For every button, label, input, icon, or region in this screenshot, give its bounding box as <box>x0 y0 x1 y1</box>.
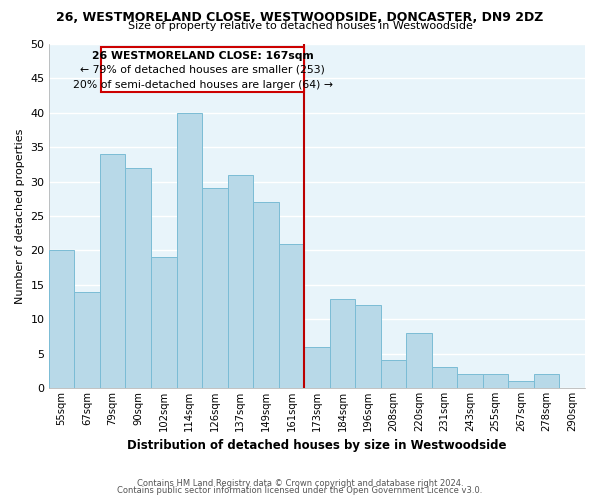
Bar <box>125 168 151 388</box>
Bar <box>406 333 432 388</box>
Bar <box>151 258 176 388</box>
Bar <box>483 374 508 388</box>
Bar <box>74 292 100 388</box>
Text: 26 WESTMORELAND CLOSE: 167sqm: 26 WESTMORELAND CLOSE: 167sqm <box>92 50 314 60</box>
Bar <box>202 188 227 388</box>
Bar <box>304 346 329 388</box>
X-axis label: Distribution of detached houses by size in Westwoodside: Distribution of detached houses by size … <box>127 440 506 452</box>
Text: Size of property relative to detached houses in Westwoodside: Size of property relative to detached ho… <box>128 21 472 31</box>
Bar <box>457 374 483 388</box>
Bar <box>100 154 125 388</box>
Y-axis label: Number of detached properties: Number of detached properties <box>15 128 25 304</box>
Bar <box>49 250 74 388</box>
Bar <box>432 368 457 388</box>
Bar <box>227 174 253 388</box>
Bar <box>176 113 202 388</box>
Text: Contains public sector information licensed under the Open Government Licence v3: Contains public sector information licen… <box>118 486 482 495</box>
Bar <box>329 298 355 388</box>
Bar <box>534 374 559 388</box>
Text: Contains HM Land Registry data © Crown copyright and database right 2024.: Contains HM Land Registry data © Crown c… <box>137 478 463 488</box>
Text: ← 79% of detached houses are smaller (253): ← 79% of detached houses are smaller (25… <box>80 64 325 74</box>
Bar <box>508 381 534 388</box>
FancyBboxPatch shape <box>101 48 304 92</box>
Bar <box>253 202 278 388</box>
Text: 20% of semi-detached houses are larger (64) →: 20% of semi-detached houses are larger (… <box>73 80 332 90</box>
Bar <box>355 306 381 388</box>
Bar <box>381 360 406 388</box>
Text: 26, WESTMORELAND CLOSE, WESTWOODSIDE, DONCASTER, DN9 2DZ: 26, WESTMORELAND CLOSE, WESTWOODSIDE, DO… <box>56 11 544 24</box>
Bar <box>278 244 304 388</box>
